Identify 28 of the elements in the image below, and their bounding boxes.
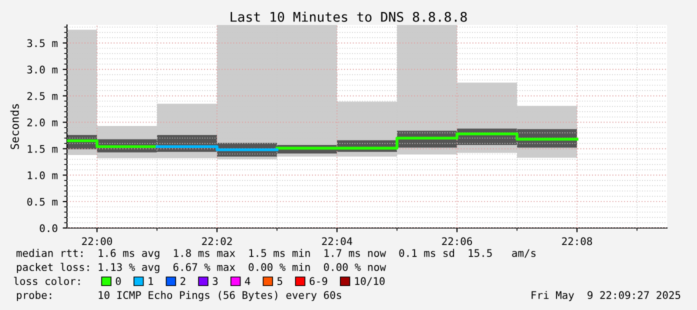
x-tick-label: 22:04 (322, 237, 352, 246)
text: Fri May 9 22:09:27 2025 (532, 290, 680, 302)
y-tick-label: 2.0 m (27, 118, 58, 126)
y-tick-label: 3.0 m (27, 66, 58, 74)
legend-label: 3 (212, 277, 218, 286)
y-tick-label: 3.5 m (27, 39, 58, 48)
legend-label: 2 (180, 277, 186, 285)
x-tick-label: 22:06 (442, 237, 472, 246)
y-tick-label: 0.0 (40, 224, 58, 232)
y-axis-title: Seconds (10, 104, 19, 150)
legend-label: 5 (277, 277, 282, 286)
y-tick-label: 1.0 m (28, 171, 58, 180)
text: median rtt: 1.6 ms avg 1.8 ms max 1.5 ms min 1.7 ms now 0.1 ms sd 15.5 am/s (16, 248, 536, 260)
x-tick-label: 22:00 (82, 237, 112, 246)
x-tick-label: 22:02 (202, 237, 232, 246)
text: packet loss: 1.13 % avg 6.67 % max 0.00 % min 0.00 % now (16, 262, 386, 274)
y-tick-label: 1.5 m (28, 145, 58, 153)
legend-label: 10/10 (355, 277, 385, 286)
legend-label: 0 (116, 277, 121, 286)
legend-label: 6-9 (310, 277, 328, 286)
y-tick-label: 2.5 m (27, 92, 58, 100)
legend-label: 1 (148, 277, 154, 285)
chart-title: Last 10 Minutes to DNS 8.8.8.8 (230, 12, 467, 22)
legend-title: loss color: (14, 276, 80, 286)
x-tick-label: 22:08 (562, 237, 592, 246)
legend-label: 4 (244, 277, 250, 285)
text: probe: 10 ICMP Echo Pings (56 Bytes) every 60s (16, 290, 342, 302)
y-tick-label: 0.5 m (27, 198, 58, 206)
